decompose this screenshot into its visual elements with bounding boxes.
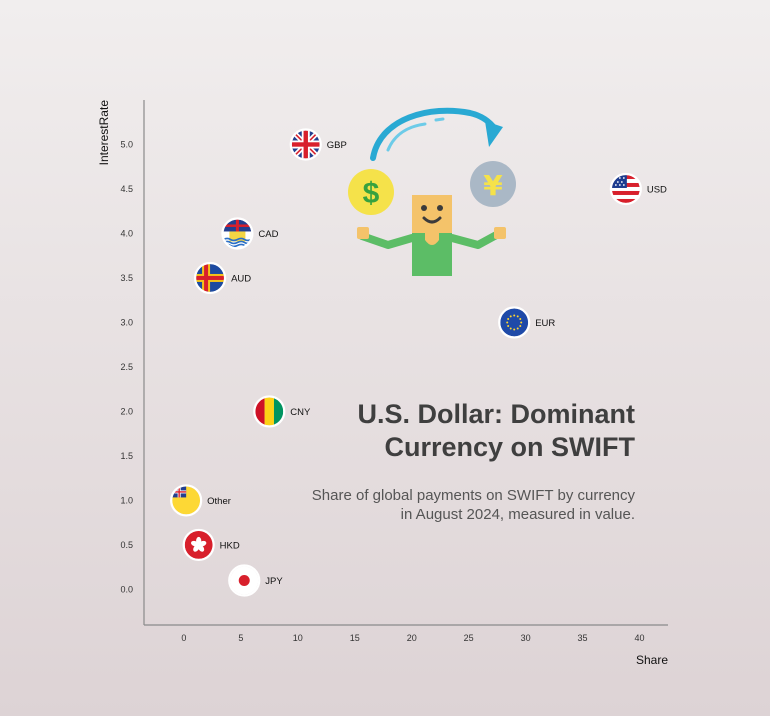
point-label: AUD	[231, 273, 251, 284]
chart-subtitle: Share of global payments on SWIFT by cur…	[311, 487, 635, 523]
x-tick-label: 5	[238, 633, 243, 643]
chart-points: USD EUR GBP CAD AUD CNY Other HKD JPY	[170, 128, 667, 597]
data-point-other: Other	[170, 484, 231, 517]
hk-flag-icon	[182, 528, 215, 562]
y-tick-label: 3.0	[120, 317, 133, 327]
data-point-jpy: JPY	[228, 564, 283, 597]
dollar-coin-icon: $	[348, 169, 394, 215]
data-point-gbp: GBP	[289, 128, 347, 161]
y-tick-label: 4.0	[120, 228, 133, 238]
x-tick-label: 0	[181, 633, 186, 643]
x-tick-label: 30	[521, 633, 531, 643]
y-tick-label: 5.0	[120, 139, 133, 149]
x-tick-label: 15	[350, 633, 360, 643]
data-point-aud: AUD	[193, 261, 251, 295]
point-label: HKD	[220, 540, 240, 551]
x-tick-label: 40	[635, 633, 645, 643]
data-point-usd: USD	[609, 172, 667, 206]
uk-flag-icon	[289, 128, 322, 161]
chart-title: U.S. Dollar: Dominant Currency on SWIFT	[357, 399, 635, 462]
y-tick-label: 0.5	[120, 540, 133, 550]
yen-coin-icon: ¥	[470, 161, 516, 207]
y-tick-label: 0.0	[120, 584, 133, 594]
data-point-cny: CNY	[253, 395, 311, 428]
chart-axes: 0 5 10 15 20 25 30 35 40 0.0 0.5 1.0 1.5 2.0 2.5 3.0 3.5…	[97, 100, 668, 667]
us-flag-icon	[609, 172, 642, 206]
x-tick-label: 25	[464, 633, 474, 643]
y-tick-label: 1.5	[120, 451, 133, 461]
territory-flag-icon	[221, 217, 254, 250]
y-tick-label: 2.0	[120, 406, 133, 416]
x-tick-label: 20	[407, 633, 417, 643]
chart-title-block: U.S. Dollar: Dominant Currency on SWIFT …	[305, 398, 635, 524]
point-label: JPY	[265, 576, 283, 587]
japan-flag-icon	[228, 564, 261, 597]
x-tick-label: 10	[293, 633, 303, 643]
tricolor-flag-icon	[253, 395, 286, 428]
nordic-cross-flag-icon	[193, 261, 227, 295]
person-figure-icon	[357, 195, 506, 276]
data-point-eur: EUR	[498, 306, 555, 339]
point-label: CAD	[258, 229, 278, 240]
svg-text:¥: ¥	[483, 169, 503, 202]
point-label: USD	[647, 184, 667, 195]
data-point-cad: CAD	[221, 217, 279, 250]
y-tick-label: 3.5	[120, 273, 133, 283]
exchange-arrow-icon	[370, 107, 498, 161]
y-tick-label: 2.5	[120, 362, 133, 372]
point-label: CNY	[290, 407, 311, 418]
point-label: Other	[207, 496, 231, 507]
x-axis-label: Share	[636, 653, 668, 667]
y-axis-label: InterestRate	[97, 100, 111, 166]
point-label: GBP	[327, 140, 347, 151]
y-tick-label: 1.0	[120, 495, 133, 505]
point-label: EUR	[535, 318, 555, 329]
x-tick-label: 35	[578, 633, 588, 643]
ensign-flag-icon	[170, 484, 203, 517]
y-tick-label: 4.5	[120, 184, 133, 194]
juggling-currency-illustration: $ ¥	[348, 107, 516, 276]
eu-flag-icon	[498, 306, 531, 339]
svg-text:$: $	[363, 177, 380, 210]
data-point-hkd: HKD	[182, 528, 240, 562]
